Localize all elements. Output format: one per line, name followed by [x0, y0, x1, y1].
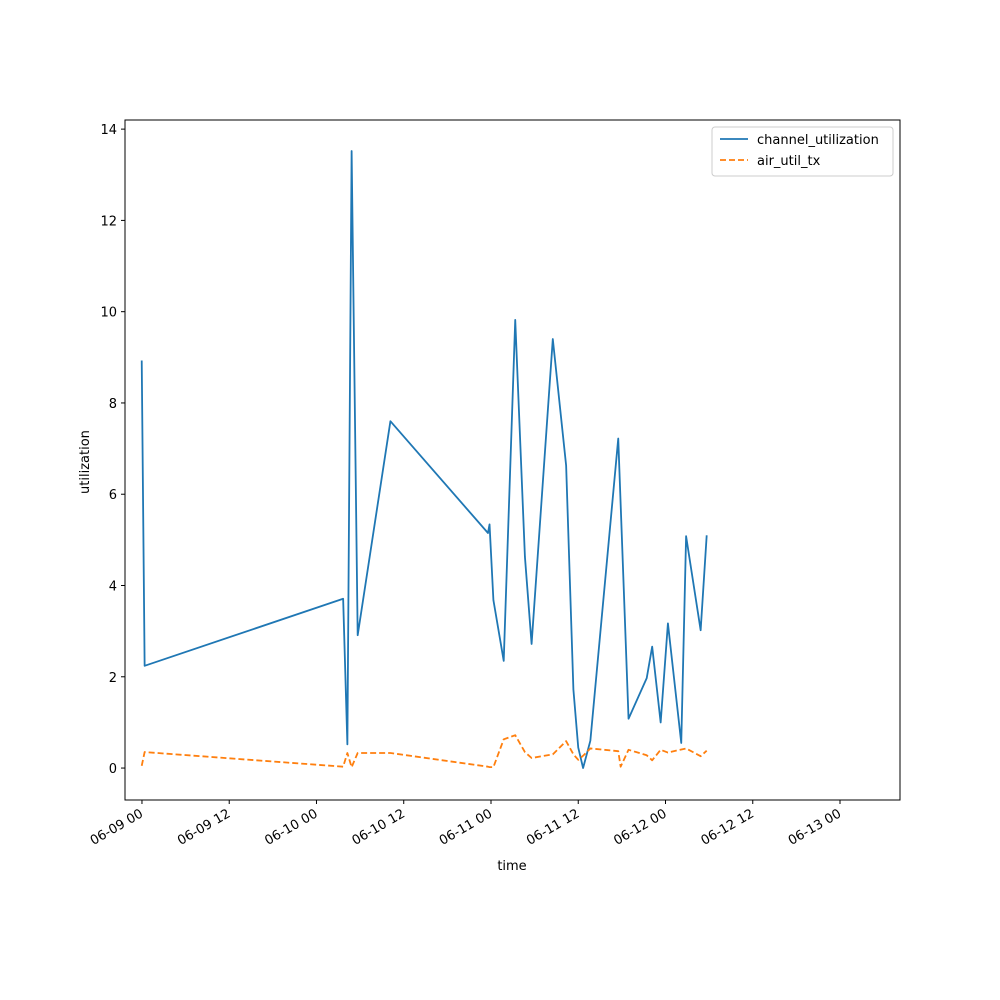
x-axis-label: time	[497, 859, 526, 874]
y-tick-label: 0	[109, 762, 117, 777]
series-line-air_util_tx	[140, 734, 708, 769]
y-tick-label: 2	[109, 671, 117, 686]
axes-frame	[124, 119, 901, 801]
y-tick-label: 8	[109, 397, 117, 412]
y-tick-label: 12	[100, 214, 117, 229]
series-line-channel_utilization	[140, 150, 708, 769]
y-tick-label: 14	[100, 123, 117, 138]
series-air_util_tx	[140, 734, 708, 769]
legend: channel_utilization air_util_tx	[711, 126, 894, 177]
y-axis-label: utilization	[78, 430, 93, 494]
series-channel_utilization	[140, 150, 708, 769]
y-tick-label: 6	[109, 488, 117, 503]
legend-box	[711, 126, 894, 177]
plot-area	[140, 150, 708, 769]
legend-label: channel_utilization	[757, 133, 879, 148]
legend-label: air_util_tx	[757, 154, 821, 169]
y-tick-label: 10	[100, 306, 117, 321]
y-tick-label: 4	[109, 580, 117, 595]
